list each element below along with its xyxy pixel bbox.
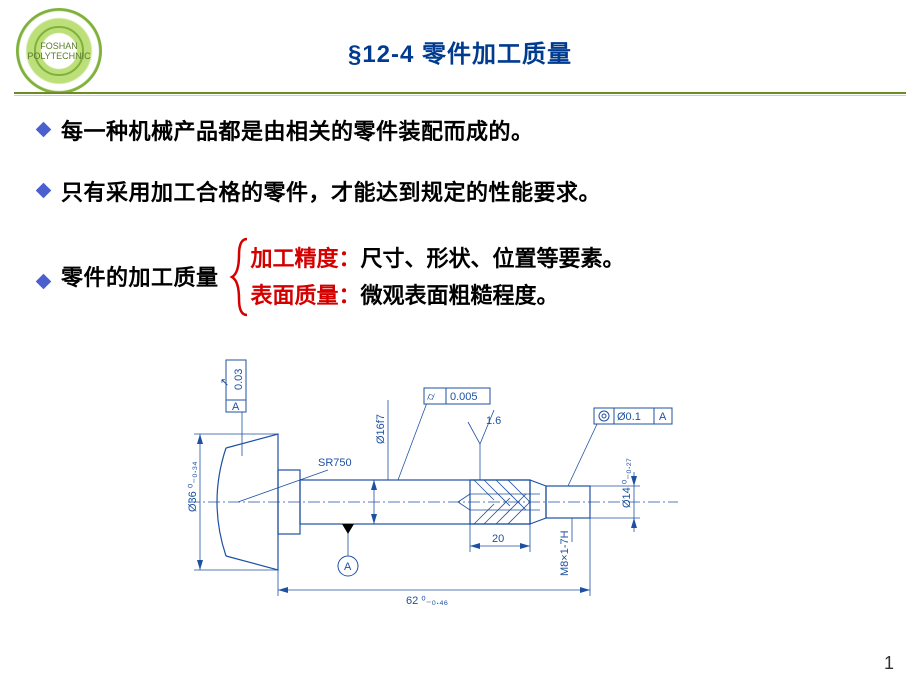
dim-thread: M8×1-7H bbox=[559, 530, 571, 576]
bullet-row-1: 每一种机械产品都是由相关的零件装配而成的。 bbox=[38, 115, 890, 148]
datum-a: A bbox=[344, 561, 352, 573]
brace-group: 加工精度：尺寸、形状、位置等要素。 表面质量：微观表面粗糙程度。 bbox=[229, 237, 625, 317]
bullet-diamond-icon bbox=[36, 274, 52, 290]
dim-dia36: Ø36 ⁰₋₀.₃₄ bbox=[187, 461, 199, 512]
slide-body: 每一种机械产品都是由相关的零件装配而成的。 只有采用加工合格的零件，才能达到规定… bbox=[38, 115, 890, 345]
bullet-text-1: 每一种机械产品都是由相关的零件装配而成的。 bbox=[61, 115, 534, 148]
def2-desc: 微观表面粗糙程度。 bbox=[361, 283, 559, 308]
bullet-row-3: 零件的加工质量 加工精度：尺寸、形状、位置等要素。 表面质量：微观表面粗糙程度。 bbox=[38, 237, 890, 317]
def-line-1: 加工精度：尺寸、形状、位置等要素。 bbox=[251, 240, 625, 277]
tol-conc-val: Ø0.1 bbox=[617, 411, 641, 423]
divider-line bbox=[14, 92, 906, 94]
dim-dia16: Ø16f7 bbox=[375, 414, 387, 444]
svg-text:⌭: ⌭ bbox=[427, 391, 435, 403]
def1-desc: 尺寸、形状、位置等要素。 bbox=[361, 246, 625, 271]
surface-ra: 1.6 bbox=[486, 415, 501, 427]
bullet-diamond-icon bbox=[36, 183, 52, 199]
def1-term: 加工精度： bbox=[251, 246, 361, 271]
bullet-diamond-icon bbox=[36, 122, 52, 138]
curly-brace-icon bbox=[229, 237, 251, 317]
dim-sr750: SR750 bbox=[318, 457, 352, 469]
tol-cyl-val: 0.005 bbox=[450, 391, 478, 403]
slide-title: §12-4 零件加工质量 bbox=[0, 34, 920, 69]
technical-drawing: Ø36 ⁰₋₀.₃₄ SR750 ↗ 0.03 A Ø16f7 ⌭ 0.005 bbox=[168, 352, 708, 620]
bullet-row-2: 只有采用加工合格的零件，才能达到规定的性能要求。 bbox=[38, 176, 890, 209]
tol-conc-datum: A bbox=[659, 411, 667, 423]
dim-dia14: Ø14 ⁰₋₀.₂₇ bbox=[621, 458, 633, 508]
svg-text:↗: ↗ bbox=[219, 378, 231, 387]
bullet-text-3: 零件的加工质量 bbox=[61, 261, 219, 294]
tol-runout-val: 0.03 bbox=[233, 369, 245, 390]
dim-62: 62 ⁰₋₀.₄₆ bbox=[406, 595, 448, 607]
page-number: 1 bbox=[884, 653, 894, 674]
def-line-2: 表面质量：微观表面粗糙程度。 bbox=[251, 277, 625, 314]
def2-term: 表面质量： bbox=[251, 283, 361, 308]
tol-runout-datum: A bbox=[232, 401, 240, 413]
dim-20: 20 bbox=[492, 533, 504, 545]
divider-line-thin bbox=[14, 95, 906, 96]
bullet-text-2: 只有采用加工合格的零件，才能达到规定的性能要求。 bbox=[61, 176, 601, 209]
